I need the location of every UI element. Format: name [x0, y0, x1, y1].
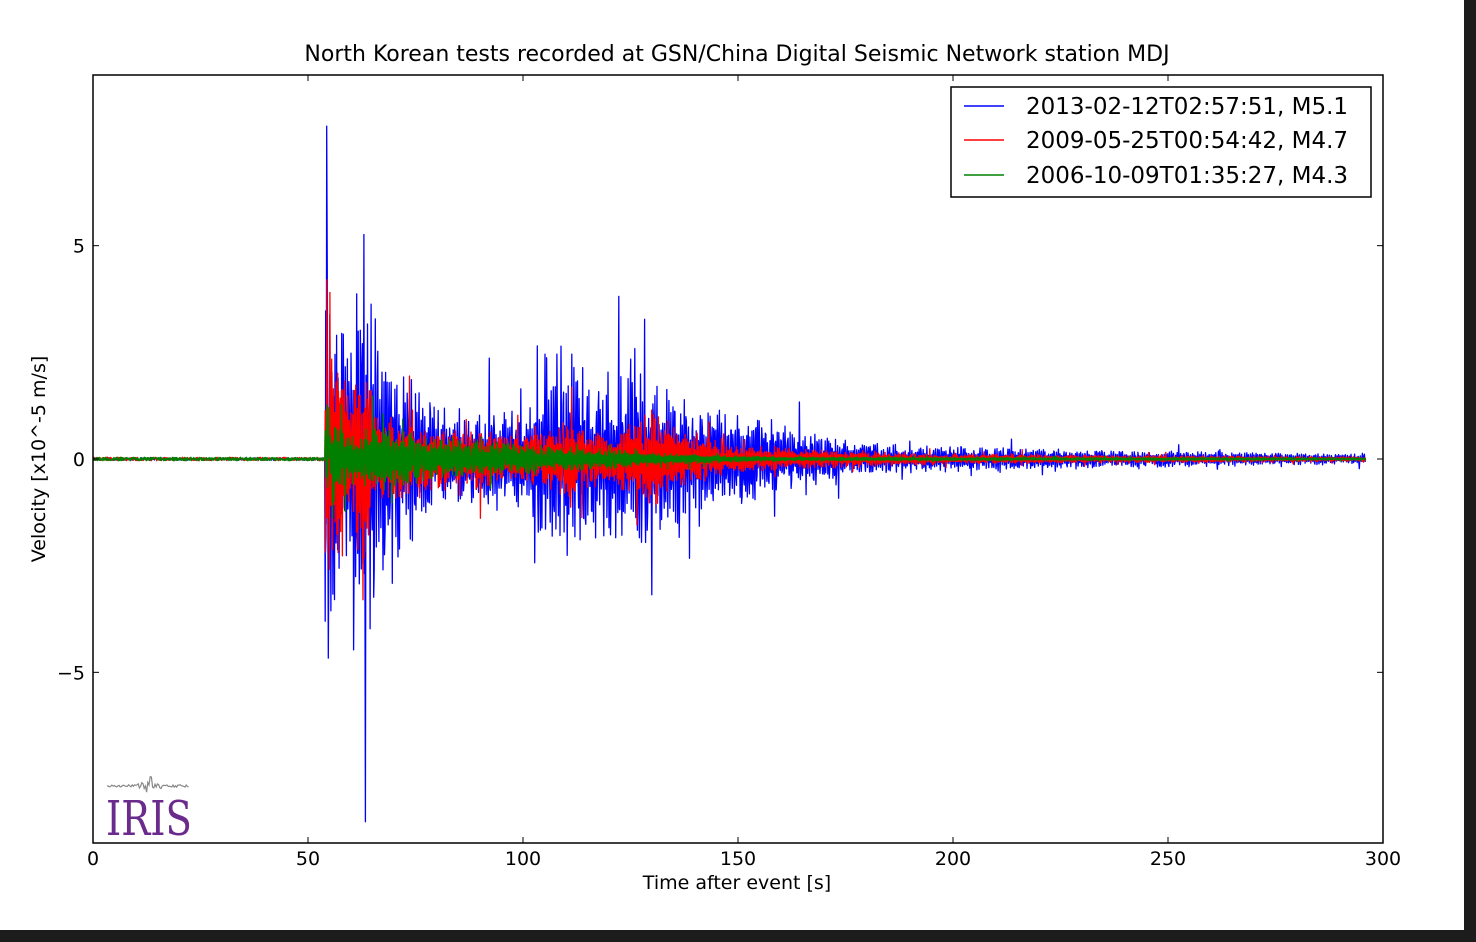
logo-waveform-icon [106, 775, 189, 793]
x-tick-label-300: 300 [1365, 848, 1401, 870]
legend-box [950, 86, 1372, 198]
y-tick-label-1: 0 [73, 449, 85, 471]
y-axis-label: Velocity [x10^-5 m/s] [28, 356, 50, 563]
x-axis-label: Time after event [s] [642, 872, 831, 894]
legend-label-2013: 2013-02-12T02:57:51, M5.1 [1026, 94, 1348, 120]
iris-logo: IRIS [106, 775, 192, 847]
plot-frame [92, 74, 1384, 844]
x-tick-label-150: 150 [720, 848, 756, 870]
x-tick-label-50: 50 [296, 848, 320, 870]
chart-title: North Korean tests recorded at GSN/China… [304, 42, 1169, 67]
y-tick-label-2: 5 [73, 236, 85, 258]
x-tick-label-100: 100 [505, 848, 541, 870]
x-tick-label-250: 250 [1150, 848, 1186, 870]
series-layer [93, 125, 1367, 823]
legend: 2013-02-12T02:57:51, M5.1 2009-05-25T00:… [950, 86, 1372, 198]
axis-ticks [92, 75, 1384, 843]
series-line-2006 [93, 395, 1367, 519]
y-tick-label-0: −5 [57, 662, 85, 684]
seismogram-chart: North Korean tests recorded at GSN/China… [28, 42, 1401, 894]
x-tick-label-200: 200 [935, 848, 971, 870]
iris-logo-text: IRIS [106, 791, 192, 847]
x-tick-label-0: 0 [87, 848, 99, 870]
legend-label-2009: 2009-05-25T00:54:42, M4.7 [1026, 128, 1348, 154]
tick-labels: 0 50 100 150 200 250 300 −5 0 5 [57, 236, 1401, 870]
figure-panel: North Korean tests recorded at GSN/China… [0, 0, 1464, 930]
legend-label-2006: 2006-10-09T01:35:27, M4.3 [1026, 163, 1348, 189]
